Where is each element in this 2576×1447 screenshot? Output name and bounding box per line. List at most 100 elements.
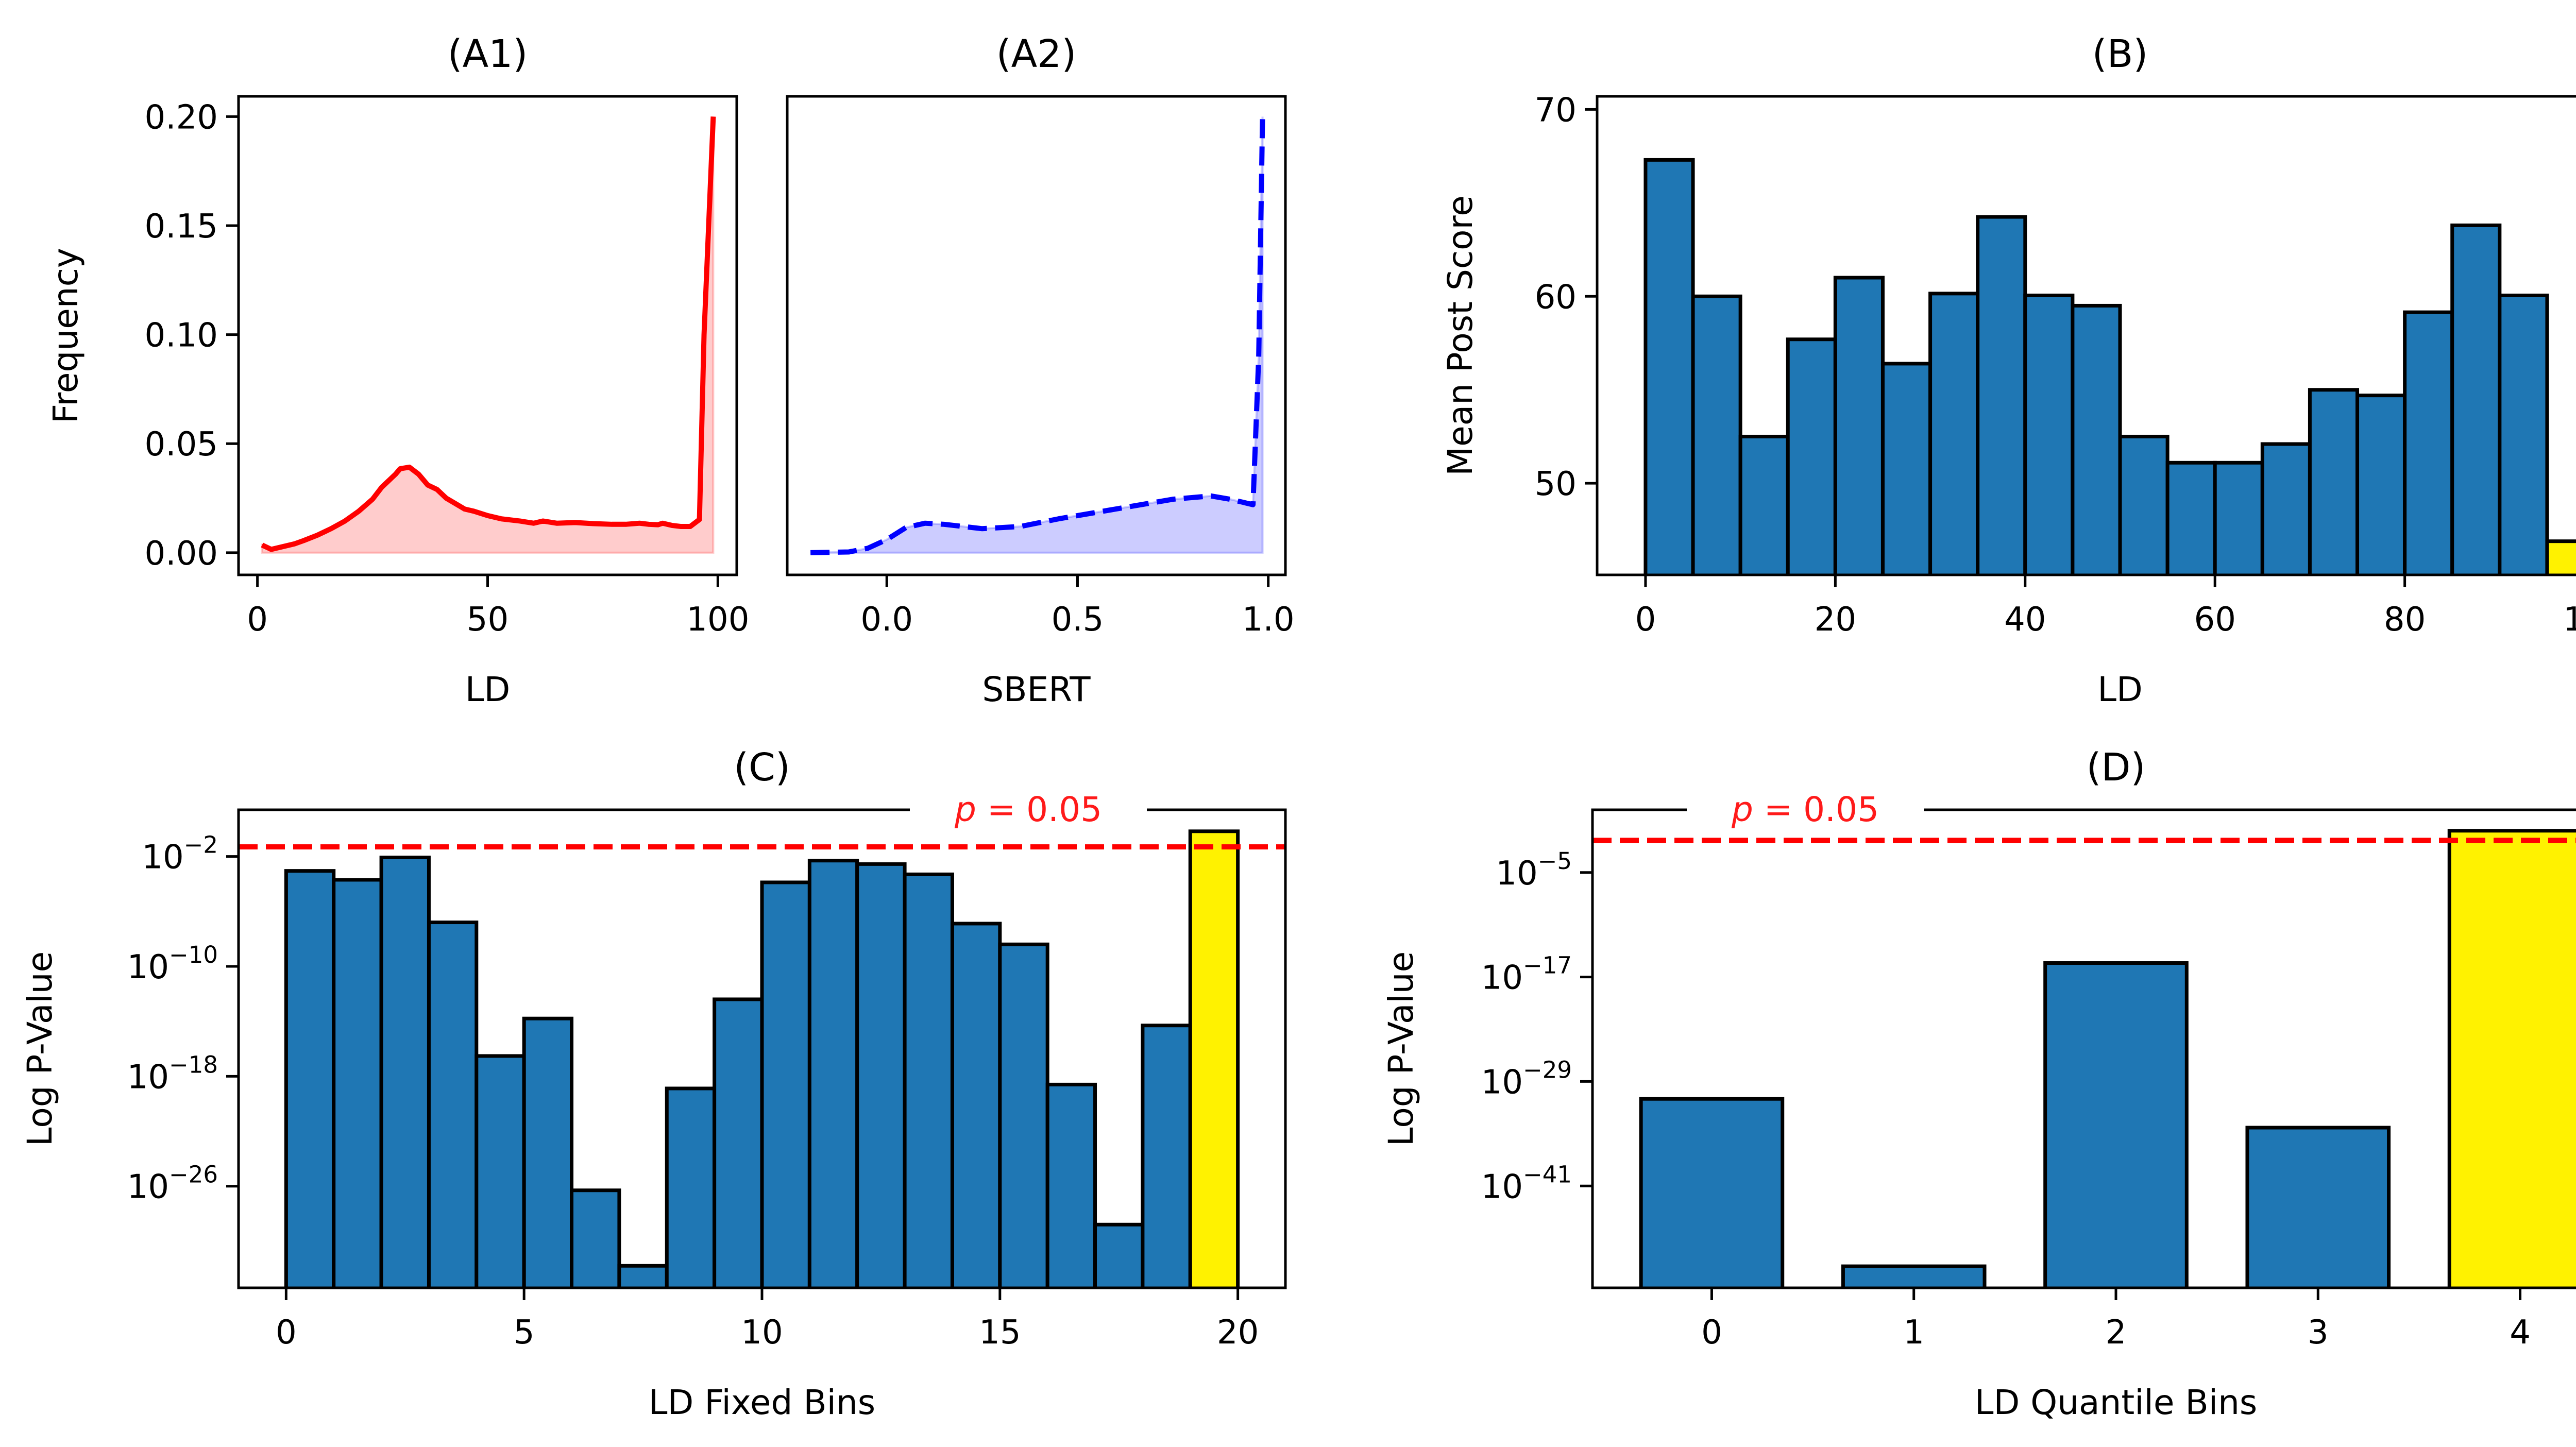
bar bbox=[950, 922, 1002, 1288]
y-axis-label: Mean Post Score bbox=[1440, 195, 1480, 476]
bar bbox=[1643, 158, 1695, 575]
x-tick-label: 4 bbox=[2510, 1314, 2531, 1352]
plot-area bbox=[261, 116, 716, 554]
tick-base: 10 bbox=[142, 839, 183, 877]
bar bbox=[2308, 388, 2360, 575]
bar bbox=[2245, 1126, 2391, 1288]
panel-a1: 0 50 100 0.00 0.05 0.10 0.15 0.20 (A1) LD Frequenc… bbox=[46, 32, 749, 709]
y-tick-label: 70 bbox=[1535, 91, 1577, 129]
bar bbox=[2118, 434, 2170, 575]
bar bbox=[2213, 461, 2264, 575]
tick-exponent: −10 bbox=[169, 941, 218, 968]
y-tick-label: 0.05 bbox=[145, 425, 218, 464]
y-tick-label: 0.15 bbox=[145, 208, 218, 246]
tick-exponent: −41 bbox=[1523, 1161, 1572, 1188]
threshold-value: = 0.05 bbox=[1753, 790, 1879, 829]
bar bbox=[1093, 1222, 1145, 1288]
y-tick-label: 10−26 bbox=[127, 1161, 218, 1206]
panel-title: (A2) bbox=[996, 32, 1076, 76]
annotation-bg bbox=[910, 779, 1147, 836]
x-tick-label: 20 bbox=[1815, 601, 1856, 639]
bar bbox=[1880, 362, 1933, 575]
tick-exponent: −17 bbox=[1523, 952, 1572, 979]
bar bbox=[2071, 303, 2122, 575]
bar bbox=[427, 921, 479, 1288]
bar-highlighted bbox=[2545, 539, 2576, 575]
bar bbox=[379, 856, 431, 1288]
x-tick-label: 20 bbox=[1217, 1314, 1259, 1352]
x-tick-label: 60 bbox=[2194, 601, 2235, 639]
x-axis-label: SBERT bbox=[982, 670, 1091, 709]
y-tick-label: 10−17 bbox=[1481, 952, 1572, 997]
bar bbox=[713, 997, 764, 1288]
bar bbox=[1639, 1097, 1785, 1288]
bar bbox=[2260, 442, 2312, 575]
threshold-var: p bbox=[1731, 790, 1753, 829]
panel-a2: 0.0 0.5 1.0 (A2) SBERT bbox=[786, 32, 1295, 709]
plot-area bbox=[239, 829, 1285, 1288]
bar bbox=[1691, 294, 1742, 575]
tick-base: 10 bbox=[1481, 1063, 1523, 1101]
bar bbox=[1141, 1024, 1192, 1288]
y-axis-label: Frequency bbox=[46, 248, 86, 423]
threshold-label: p = 0.05 bbox=[1731, 790, 1879, 829]
panel-title: (C) bbox=[734, 745, 790, 790]
tick-exponent: −29 bbox=[1523, 1056, 1572, 1083]
bar bbox=[1976, 215, 2027, 575]
bar bbox=[1841, 1264, 1987, 1288]
tick-base: 10 bbox=[127, 948, 169, 986]
x-axis-label: LD Fixed Bins bbox=[649, 1383, 875, 1422]
y-tick-label: 10−10 bbox=[127, 941, 218, 986]
x-tick-label: 0.0 bbox=[860, 601, 913, 639]
bar bbox=[332, 878, 383, 1288]
bar-highlighted bbox=[2447, 829, 2576, 1288]
y-axis-label: Log P-Value bbox=[1381, 951, 1421, 1146]
y-tick-label: 0.10 bbox=[145, 317, 218, 355]
axes-frame bbox=[1596, 95, 2576, 576]
y-tick-label: 50 bbox=[1535, 465, 1577, 503]
area-fill bbox=[261, 116, 715, 554]
bar bbox=[284, 869, 336, 1288]
bar bbox=[2023, 293, 2075, 575]
tick-exponent: −26 bbox=[169, 1161, 218, 1188]
y-tick-label: 10−2 bbox=[142, 831, 218, 877]
x-tick-label: 5 bbox=[514, 1314, 535, 1352]
plot-area bbox=[1592, 829, 2576, 1288]
x-tick-label: 0 bbox=[247, 601, 268, 639]
x-tick-label: 3 bbox=[2308, 1314, 2329, 1352]
x-tick-label: 10 bbox=[741, 1314, 783, 1352]
bar bbox=[1045, 1082, 1097, 1288]
bar bbox=[2498, 293, 2549, 575]
x-tick-label: 0 bbox=[1635, 601, 1656, 639]
threshold-value: = 0.05 bbox=[976, 790, 1102, 829]
bar bbox=[522, 1016, 574, 1288]
bar bbox=[903, 872, 954, 1288]
x-tick-label: 2 bbox=[2106, 1314, 2127, 1352]
x-tick-label: 0.5 bbox=[1052, 601, 1104, 639]
bar bbox=[2043, 961, 2189, 1288]
threshold-label: p = 0.05 bbox=[954, 790, 1102, 829]
y-tick-label: 10−29 bbox=[1481, 1056, 1572, 1101]
bar bbox=[2165, 461, 2217, 575]
x-tick-label: 40 bbox=[2004, 601, 2046, 639]
bar bbox=[1928, 292, 1980, 575]
plot-area bbox=[1643, 158, 2576, 575]
tick-base: 10 bbox=[127, 1168, 169, 1206]
x-axis-label: LD bbox=[2097, 670, 2143, 709]
bar bbox=[998, 942, 1049, 1288]
bar-highlighted bbox=[1188, 829, 1240, 1288]
series-line bbox=[261, 116, 716, 552]
tick-base: 10 bbox=[127, 1058, 169, 1096]
y-tick-label: 10−18 bbox=[127, 1051, 218, 1096]
x-tick-label: 15 bbox=[979, 1314, 1021, 1352]
x-tick-label: 50 bbox=[467, 601, 509, 639]
bar bbox=[1786, 337, 1837, 575]
x-axis-label: LD Quantile Bins bbox=[1975, 1383, 2258, 1422]
x-tick-label: 100 bbox=[686, 601, 749, 639]
area-fill bbox=[810, 116, 1264, 554]
y-tick-label: 60 bbox=[1535, 278, 1577, 316]
x-tick-label: 1.0 bbox=[1242, 601, 1295, 639]
bar bbox=[474, 1054, 526, 1288]
bar bbox=[2355, 394, 2407, 575]
